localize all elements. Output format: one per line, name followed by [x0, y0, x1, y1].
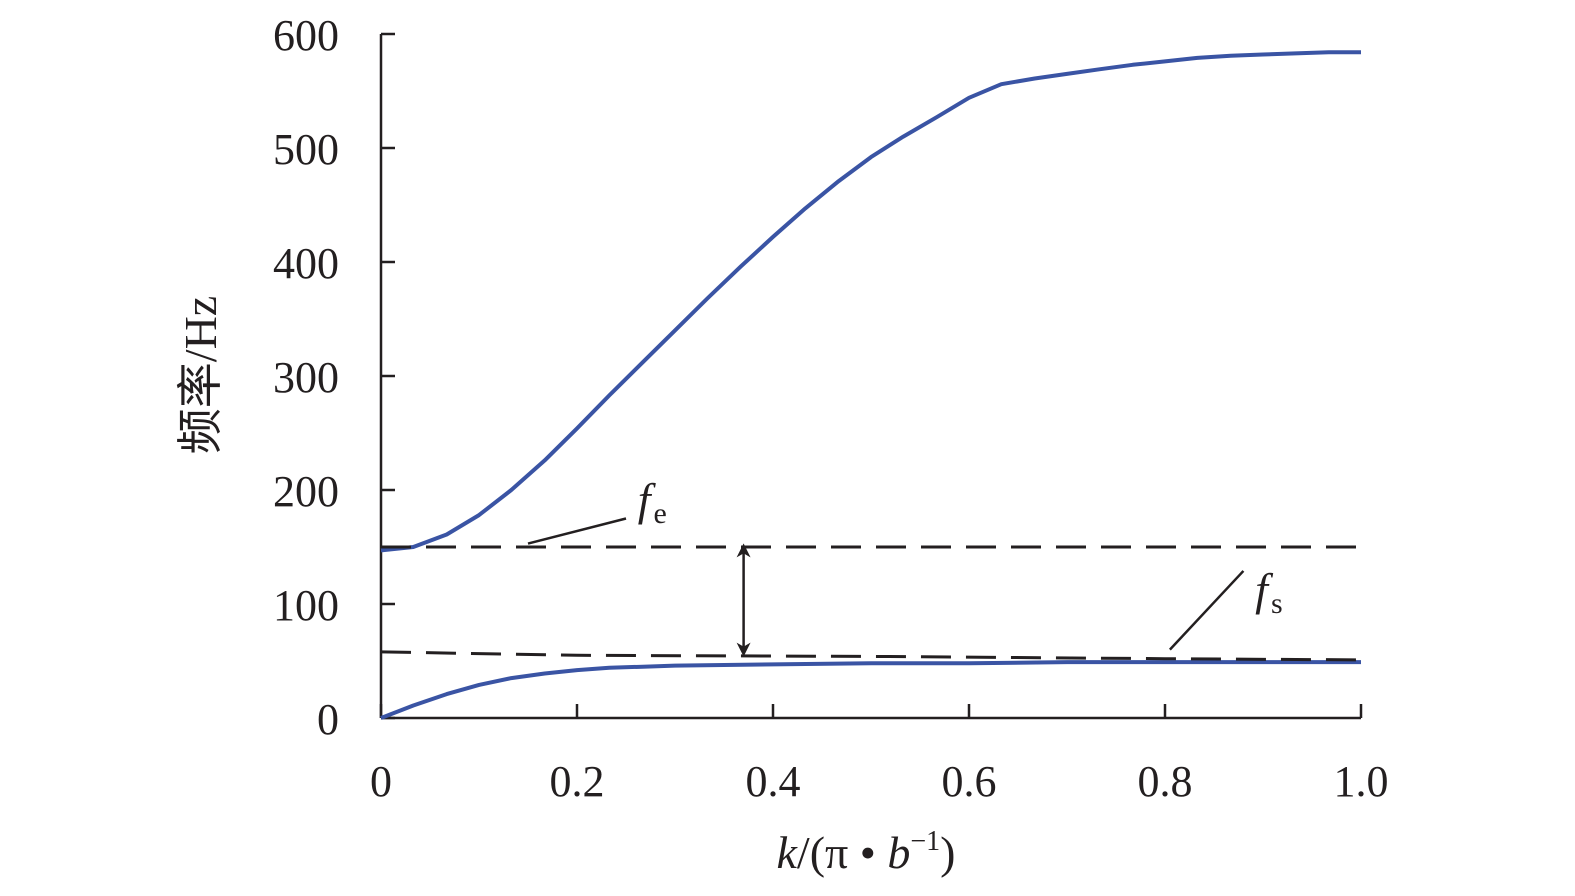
- x-tick-label: 1.0: [1334, 757, 1389, 806]
- series-group: [380, 50, 1362, 720]
- x-tick-label: 0.4: [746, 757, 801, 806]
- x-tick-label: 0.6: [942, 757, 997, 806]
- solid-series-line: [380, 660, 1361, 720]
- solid-series-line: [380, 50, 1361, 553]
- annotation-leader-line: [1168, 570, 1245, 651]
- annotation-leader-line: [527, 517, 627, 545]
- y-tick-label: 100: [273, 581, 339, 630]
- y-tick-label: 200: [273, 467, 339, 516]
- y-tick-label: 300: [273, 353, 339, 402]
- y-tick-label: 600: [273, 11, 339, 60]
- dashed-series-line: [380, 650, 1362, 662]
- y-tick-label: 0: [317, 695, 339, 744]
- x-axis-title: k/(π • b−1): [777, 826, 956, 878]
- axes: 0 100 200 300 400 500 600 0 0.2 0.4 0.6 0.8 1.0: [273, 11, 1389, 806]
- x-tick-label: 0.2: [550, 757, 605, 806]
- annotations: f e f s: [527, 474, 1283, 657]
- x-tick-label: 0.8: [1138, 757, 1193, 806]
- y-axis-title: 频率/Hz: [175, 296, 226, 454]
- y-tick-label: 500: [273, 125, 339, 174]
- y-tick-label: 400: [273, 239, 339, 288]
- x-tick-label: 0: [370, 757, 392, 806]
